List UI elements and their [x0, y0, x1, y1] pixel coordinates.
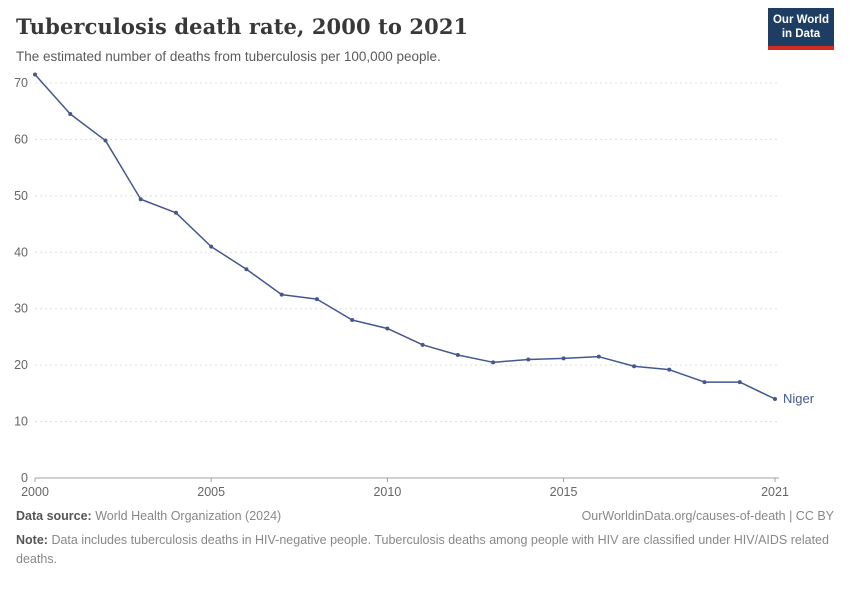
data-point: [632, 364, 637, 369]
data-point: [455, 352, 460, 357]
data-point: [420, 342, 425, 347]
x-tick-label: 2010: [373, 485, 401, 499]
data-point: [173, 210, 178, 215]
chart-subtitle: The estimated number of deaths from tube…: [16, 49, 441, 64]
y-tick-label: 60: [14, 132, 28, 146]
data-point: [138, 197, 143, 202]
data-point: [667, 367, 672, 372]
data-point: [491, 360, 496, 365]
data-point: [314, 297, 319, 302]
x-tick-label: 2000: [21, 485, 49, 499]
data-point: [279, 292, 284, 297]
note: Note: Data includes tuberculosis deaths …: [16, 531, 834, 569]
data-point: [350, 318, 355, 322]
data-point: [526, 357, 531, 362]
line-chart-svg: 0 10 20 30 40 50 60 70 2000 2005 2010 2015 2021 Niger: [14, 72, 815, 499]
x-tick-label: 2021: [761, 485, 789, 499]
data-point: [209, 244, 214, 249]
data-point: [773, 397, 777, 401]
data-point: [103, 138, 108, 143]
y-tick-label: 70: [14, 76, 28, 90]
data-source: Data source: World Health Organization (…: [16, 509, 281, 523]
credit-link[interactable]: OurWorldinData.org/causes-of-death | CC …: [581, 509, 834, 523]
chart-header: Tuberculosis death rate, 2000 to 2021 Th…: [0, 0, 850, 64]
data-point: [596, 354, 601, 359]
y-tick-label: 0: [21, 471, 28, 485]
y-tick-label: 30: [14, 302, 28, 316]
owid-logo[interactable]: Our World in Data: [768, 8, 834, 50]
line-chart-area: 0 10 20 30 40 50 60 70 2000 2005 2010 2015 2021 Niger: [0, 58, 850, 503]
owid-logo-line1: Our World: [772, 14, 829, 26]
data-point: [561, 356, 566, 361]
series-label: Niger: [783, 391, 815, 406]
data-point: [737, 380, 742, 385]
y-tick-label: 20: [14, 358, 28, 372]
data-source-label: Data source:: [16, 509, 92, 523]
data-source-text: World Health Organization (2024): [95, 509, 282, 523]
data-point: [33, 72, 37, 77]
chart-title: Tuberculosis death rate, 2000 to 2021: [16, 14, 469, 39]
y-tick-label: 40: [14, 245, 28, 259]
note-text: Data includes tuberculosis deaths in HIV…: [16, 533, 829, 566]
note-label: Note:: [16, 533, 48, 547]
data-point: [385, 326, 390, 331]
data-point: [702, 380, 707, 385]
chart-footer: Data source: World Health Organization (…: [0, 503, 850, 569]
x-tick-label: 2005: [197, 485, 225, 499]
footer-row: Data source: World Health Organization (…: [16, 509, 834, 523]
data-point: [68, 112, 73, 117]
data-line: [34, 74, 776, 400]
y-tick-label: 10: [14, 415, 28, 429]
data-point: [244, 267, 249, 272]
x-tick-label: 2015: [550, 485, 578, 499]
owid-logo-line2: in Data: [781, 28, 821, 41]
y-tick-label: 50: [14, 189, 28, 203]
